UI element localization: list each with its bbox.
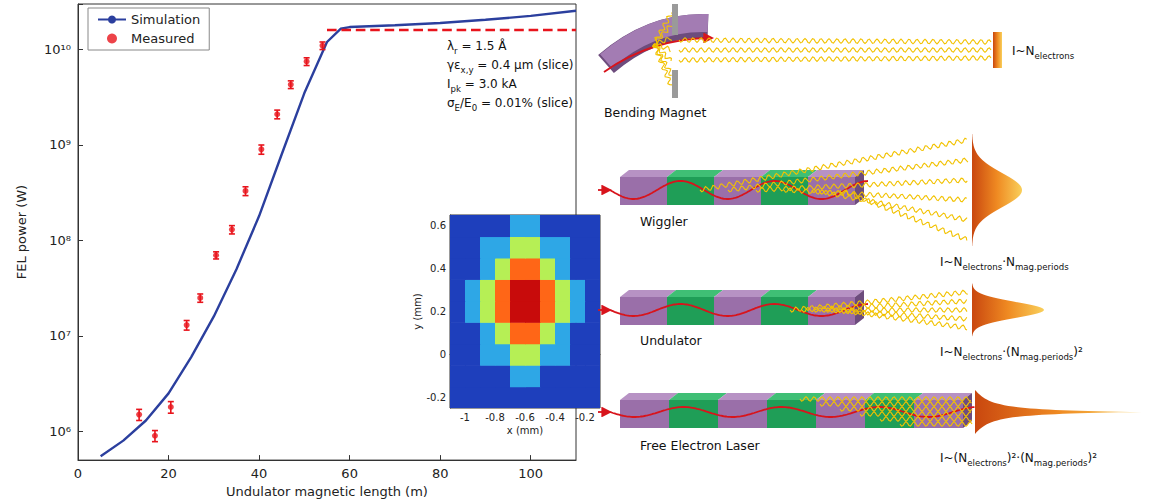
svg-text:-0.2: -0.2 bbox=[426, 392, 446, 403]
svg-text:10⁸: 10⁸ bbox=[49, 233, 71, 248]
svg-text:Free Electron Laser: Free Electron Laser bbox=[640, 438, 761, 453]
svg-text:0: 0 bbox=[440, 349, 446, 360]
svg-text:σE/E0 = 0.01% (slice): σE/E0 = 0.01% (slice) bbox=[447, 96, 573, 113]
svg-text:20: 20 bbox=[160, 466, 177, 481]
svg-text:λr = 1.5 Å: λr = 1.5 Å bbox=[447, 38, 507, 56]
svg-text:I~(Nelectrons)²·(Nmag.periods): I~(Nelectrons)²·(Nmag.periods)² bbox=[940, 451, 1097, 468]
svg-text:Measured: Measured bbox=[131, 31, 195, 46]
svg-text:10⁷: 10⁷ bbox=[49, 328, 71, 343]
svg-text:80: 80 bbox=[432, 466, 449, 481]
svg-text:100: 100 bbox=[518, 466, 543, 481]
svg-text:0.4: 0.4 bbox=[430, 263, 446, 274]
svg-text:I~Nelectrons: I~Nelectrons bbox=[1012, 44, 1075, 61]
svg-text:Undulator: Undulator bbox=[640, 333, 703, 348]
svg-text:Undulator magnetic length (m): Undulator magnetic length (m) bbox=[226, 484, 428, 499]
svg-text:-1: -1 bbox=[460, 412, 470, 423]
svg-text:0: 0 bbox=[74, 466, 82, 481]
svg-text:I~Nelectrons·Nmag.periods: I~Nelectrons·Nmag.periods bbox=[940, 255, 1069, 272]
svg-text:10¹⁰: 10¹⁰ bbox=[44, 42, 71, 57]
svg-text:0.6: 0.6 bbox=[430, 220, 446, 231]
svg-text:10⁹: 10⁹ bbox=[49, 137, 71, 152]
svg-text:y (mm): y (mm) bbox=[412, 293, 423, 329]
svg-text:FEL power (W): FEL power (W) bbox=[14, 185, 29, 279]
svg-text:I~Nelectrons·(Nmag.periods)²: I~Nelectrons·(Nmag.periods)² bbox=[940, 345, 1083, 362]
svg-text:-0.2: -0.2 bbox=[575, 412, 595, 423]
svg-text:-0.8: -0.8 bbox=[485, 412, 505, 423]
svg-text:Ipk = 3.0 kA: Ipk = 3.0 kA bbox=[447, 77, 518, 94]
svg-text:-0.6: -0.6 bbox=[515, 412, 535, 423]
svg-text:60: 60 bbox=[341, 466, 358, 481]
svg-text:x (mm): x (mm) bbox=[507, 425, 543, 436]
svg-text:Simulation: Simulation bbox=[131, 12, 200, 27]
svg-text:10⁶: 10⁶ bbox=[49, 424, 71, 439]
svg-text:γεx,y = 0.4 μm (slice): γεx,y = 0.4 μm (slice) bbox=[447, 58, 573, 75]
svg-text:0.2: 0.2 bbox=[430, 306, 446, 317]
svg-text:Wiggler: Wiggler bbox=[640, 214, 689, 229]
svg-text:40: 40 bbox=[251, 466, 268, 481]
svg-text:Bending Magnet: Bending Magnet bbox=[604, 105, 706, 120]
svg-text:-0.4: -0.4 bbox=[545, 412, 565, 423]
